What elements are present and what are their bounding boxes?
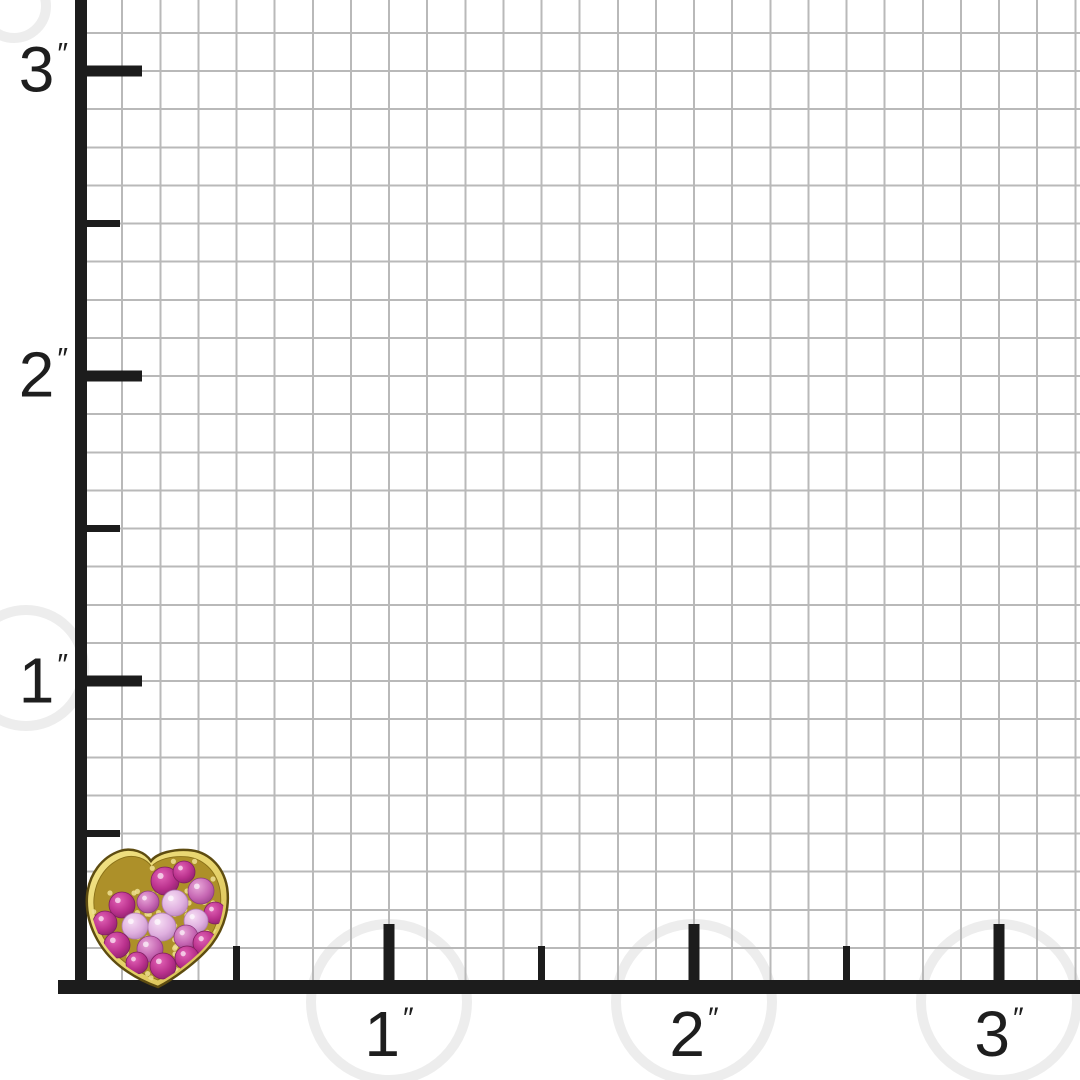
x-axis-minor-tick	[538, 946, 545, 980]
inch-mark: ″	[57, 342, 68, 376]
stone-sparkle	[167, 895, 174, 902]
y-axis-major-tick	[86, 65, 142, 77]
y-axis-minor-tick	[86, 220, 120, 227]
y-axis-major-tick	[86, 370, 142, 382]
x-label-1-value: 1	[364, 998, 400, 1070]
gold-prong-dot	[192, 858, 198, 864]
x-axis-major-tick	[993, 924, 1005, 980]
x-axis-label-2in: 2 ″	[669, 1002, 718, 1066]
gold-prong-dot	[107, 890, 113, 896]
stone-sparkle	[178, 865, 183, 871]
y-label-2-value: 2	[18, 338, 55, 411]
ruler-axes	[58, 0, 1080, 994]
stone-sparkle	[193, 883, 200, 890]
inch-mark: ″	[707, 1002, 719, 1035]
stone-sparkle	[209, 906, 214, 912]
y-label-3-value: 3	[18, 33, 55, 106]
pave-stone-medium	[136, 890, 160, 914]
gold-prong-dot	[148, 975, 154, 981]
stone-sparkle	[98, 916, 104, 922]
gold-prong-dot	[145, 971, 151, 977]
pave-stone-dark	[172, 860, 196, 884]
stone-sparkle	[114, 897, 121, 904]
stone-sparkle	[198, 936, 204, 942]
heart-charm	[85, 848, 230, 989]
inch-mark: ″	[57, 37, 68, 71]
pave-stone-light	[147, 912, 177, 942]
stone-sparkle	[180, 951, 186, 957]
stone-sparkle	[154, 918, 161, 926]
x-axis-major-tick	[383, 924, 395, 980]
gold-prong-dot	[149, 865, 155, 871]
stone-sparkle	[189, 914, 195, 920]
inch-mark: ″	[57, 648, 68, 682]
x-axis-minor-tick	[843, 946, 850, 980]
stone-sparkle	[131, 956, 136, 962]
x-axis-line	[58, 980, 1080, 994]
y-axis-minor-tick	[86, 830, 120, 837]
x-axis-minor-tick	[233, 946, 240, 980]
inch-mark: ″	[1012, 1002, 1024, 1035]
gold-prong-dot	[91, 909, 97, 915]
grid-lines	[84, 0, 1080, 986]
stone-sparkle	[157, 872, 164, 880]
x-label-3-value: 3	[974, 998, 1010, 1070]
gold-prong-dot	[210, 876, 216, 882]
gold-prong-dot	[134, 888, 140, 894]
stone-sparkle	[155, 958, 162, 965]
pave-stone-dark	[108, 891, 136, 919]
x-label-2-value: 2	[669, 998, 705, 1070]
stone-sparkle	[142, 895, 147, 901]
stone-sparkle	[179, 930, 185, 936]
y-axis-major-tick	[86, 675, 142, 687]
ghost-arc	[0, 0, 51, 43]
x-axis-major-tick	[688, 924, 700, 980]
x-axis-label-1in: 1 ″	[364, 1002, 413, 1066]
y-axis-label-3in: 3 ″	[19, 38, 68, 102]
y-axis-line	[75, 0, 87, 994]
x-axis-label-3in: 3 ″	[974, 1002, 1023, 1066]
stone-sparkle	[142, 941, 149, 948]
stone-sparkle	[127, 918, 134, 925]
pave-stone-light	[161, 889, 189, 917]
y-axis-label-2in: 2 ″	[19, 343, 68, 407]
gold-prong-dot	[170, 858, 176, 864]
inch-mark: ″	[402, 1002, 414, 1035]
y-axis-minor-tick	[86, 525, 120, 532]
ruler-ticks	[86, 65, 1005, 980]
pave-stone-medium	[187, 877, 215, 905]
y-label-1-value: 1	[18, 644, 55, 717]
gold-prong-dot	[213, 951, 219, 957]
pave-stone-dark	[149, 952, 177, 980]
pave-stones	[91, 858, 224, 981]
stone-sparkle	[109, 937, 116, 944]
y-axis-label-1in: 1 ″	[19, 649, 68, 713]
